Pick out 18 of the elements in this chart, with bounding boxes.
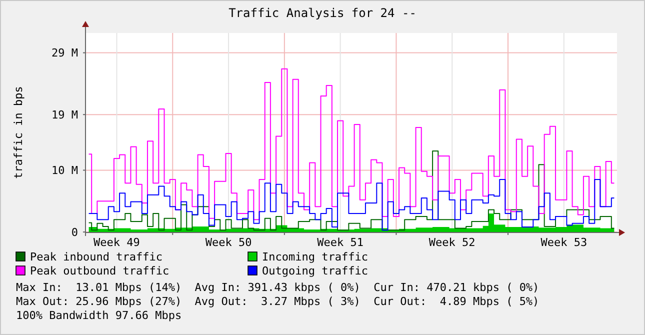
legend-label: Peak inbound traffic — [30, 250, 162, 264]
x-tick-label: Week 51 — [317, 236, 364, 249]
x-tick-label: Week 50 — [205, 236, 252, 249]
x-tick-label: Week 53 — [540, 236, 588, 249]
y-tick-label: 19 M — [52, 108, 78, 122]
legend-label: Outgoing traffic — [262, 264, 368, 278]
y-tick-label: 10 M — [52, 164, 78, 178]
y-tick-label: 29 M — [52, 46, 78, 60]
legend-label: Incoming traffic — [262, 250, 368, 264]
text: Max Out: 25.96 Mbps (27%) Avg Out: 3.27 Mbps ( 3%) Cur Out: 4.89 Mbps ( 5%) — [16, 295, 540, 308]
chart-title: Traffic Analysis for 24 -- — [228, 6, 416, 20]
text: Max In: 13.01 Mbps (14%) Avg In: 391.43 kbps ( 0%) Cur In: 470.21 kbps ( 0%) — [16, 281, 540, 294]
y-axis-title: traffic in bps — [12, 86, 25, 179]
y-tick-label: 0 — [71, 226, 78, 239]
text: 100% Bandwidth 97.66 Mbps — [16, 309, 182, 322]
x-tick-label: Week 49 — [94, 236, 140, 249]
x-tick-label: Week 52 — [428, 236, 476, 249]
legend-label: Peak outbound traffic — [30, 264, 170, 278]
